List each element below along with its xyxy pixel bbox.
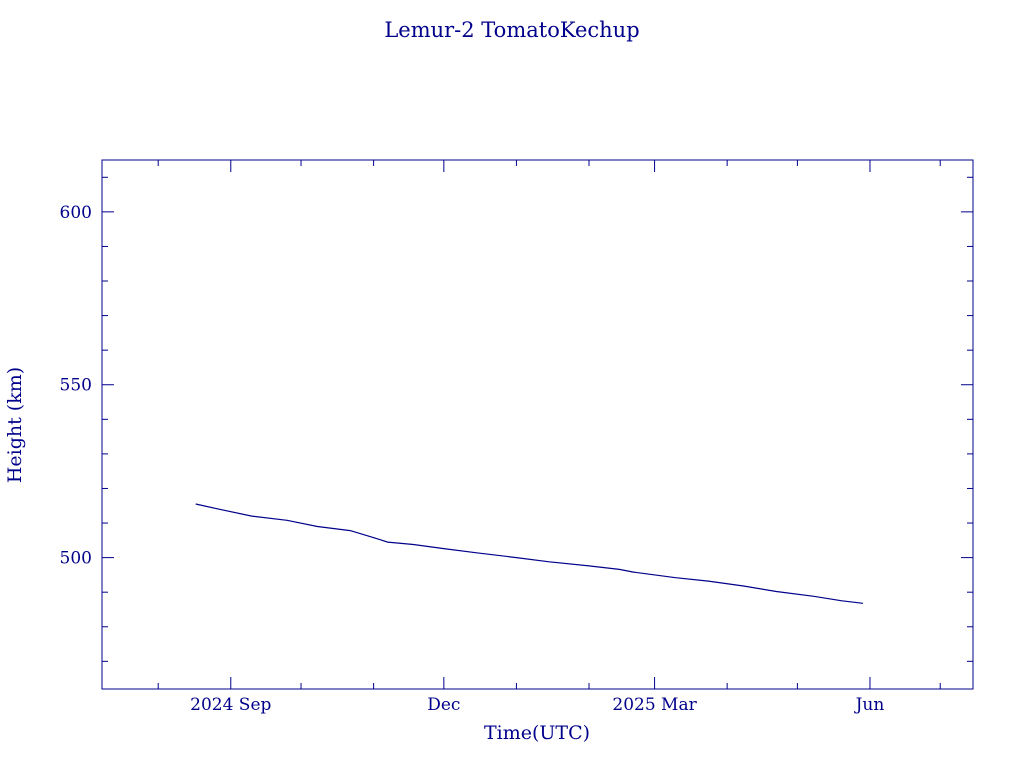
- chart-title: Lemur-2 TomatoKechup: [384, 18, 639, 42]
- minor-ticks: [102, 160, 973, 689]
- height-series-line: [195, 503, 864, 604]
- x-tick-label: 2025 Mar: [612, 695, 697, 715]
- y-tick-label: 500: [60, 549, 92, 569]
- y-axis: 500 550 600: [60, 203, 973, 569]
- x-axis: 2024 Sep Dec 2025 Mar Jun: [190, 160, 884, 715]
- plot-frame: [101, 159, 974, 690]
- y-tick-label: 600: [60, 203, 92, 223]
- y-tick-label: 550: [60, 376, 92, 396]
- x-tick-label: Jun: [854, 695, 885, 715]
- x-axis-label: Time(UTC): [484, 722, 590, 744]
- x-tick-label: Dec: [427, 695, 460, 715]
- x-tick-label: 2024 Sep: [190, 695, 271, 715]
- y-axis-label: Height (km): [4, 367, 26, 483]
